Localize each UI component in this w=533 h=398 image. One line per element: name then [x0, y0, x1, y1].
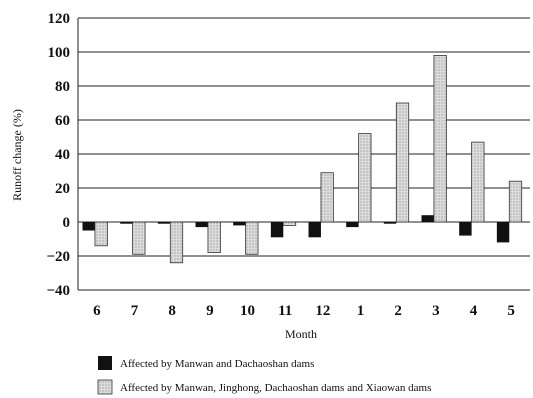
- bar-series-1: [421, 215, 434, 222]
- legend-swatch-series-1: [98, 356, 112, 370]
- x-axis-title: Month: [285, 327, 317, 341]
- y-tick-label: 100: [48, 45, 71, 61]
- bars: [82, 55, 523, 264]
- y-tick-label: −40: [46, 283, 70, 299]
- bar-series-1: [157, 222, 171, 224]
- y-tick-label: 0: [63, 215, 71, 231]
- y-tick-label: 20: [55, 181, 70, 197]
- y-tick-label: −20: [46, 249, 70, 265]
- x-tick-label: 7: [131, 303, 139, 319]
- bar-series-1: [346, 222, 359, 228]
- y-tick-label: 60: [55, 113, 70, 129]
- bar-series-1: [120, 222, 133, 224]
- x-tick-label: 12: [315, 303, 330, 319]
- y-tick-label: 40: [55, 147, 70, 163]
- bar-series-1: [233, 222, 246, 226]
- legend-label-series-2: Affected by Manwan, Jinghong, Dachaoshan…: [120, 382, 431, 394]
- x-tick-label: 4: [470, 303, 478, 319]
- bar-series-2: [207, 221, 221, 254]
- gridlines: [78, 17, 530, 291]
- x-tick-label: 9: [206, 303, 214, 319]
- bar-series-2: [358, 133, 372, 223]
- bar-series-2: [395, 102, 410, 223]
- y-tick-label: 80: [55, 79, 70, 95]
- bar-series-1: [383, 222, 397, 224]
- bar-series-1: [270, 222, 284, 238]
- bar-series-2: [471, 141, 485, 223]
- bar-series-2: [320, 172, 334, 223]
- y-axis-title: Runoff change (%): [10, 109, 24, 201]
- legend: Affected by Manwan and Dachaoshan dams A…: [97, 356, 431, 395]
- x-tick-label: 5: [507, 303, 515, 319]
- bar-series-1: [459, 222, 472, 236]
- x-tick-label: 10: [240, 303, 255, 319]
- x-tick-label: 6: [93, 303, 101, 319]
- bar-series-2: [433, 55, 447, 223]
- legend-swatch-series-2: [97, 379, 113, 395]
- bar-series-1: [82, 222, 95, 231]
- bar-series-2: [94, 221, 108, 247]
- bar-series-1: [308, 222, 321, 238]
- x-tick-label: 11: [278, 303, 292, 319]
- bar-series-2: [132, 221, 146, 255]
- bar-series-2: [282, 221, 297, 226]
- bar-series-2: [245, 221, 259, 255]
- bar-series-1: [195, 222, 208, 228]
- x-tick-label: 2: [394, 303, 402, 319]
- bar-series-1: [496, 222, 510, 243]
- bar-series-2: [508, 180, 523, 223]
- y-tick-label: 120: [48, 11, 71, 27]
- legend-label-series-1: Affected by Manwan and Dachaoshan dams: [120, 358, 314, 370]
- bar-series-2: [169, 221, 184, 264]
- x-tick-label: 3: [432, 303, 440, 319]
- x-tick-label: 8: [168, 303, 176, 319]
- x-tick-label: 1: [357, 303, 365, 319]
